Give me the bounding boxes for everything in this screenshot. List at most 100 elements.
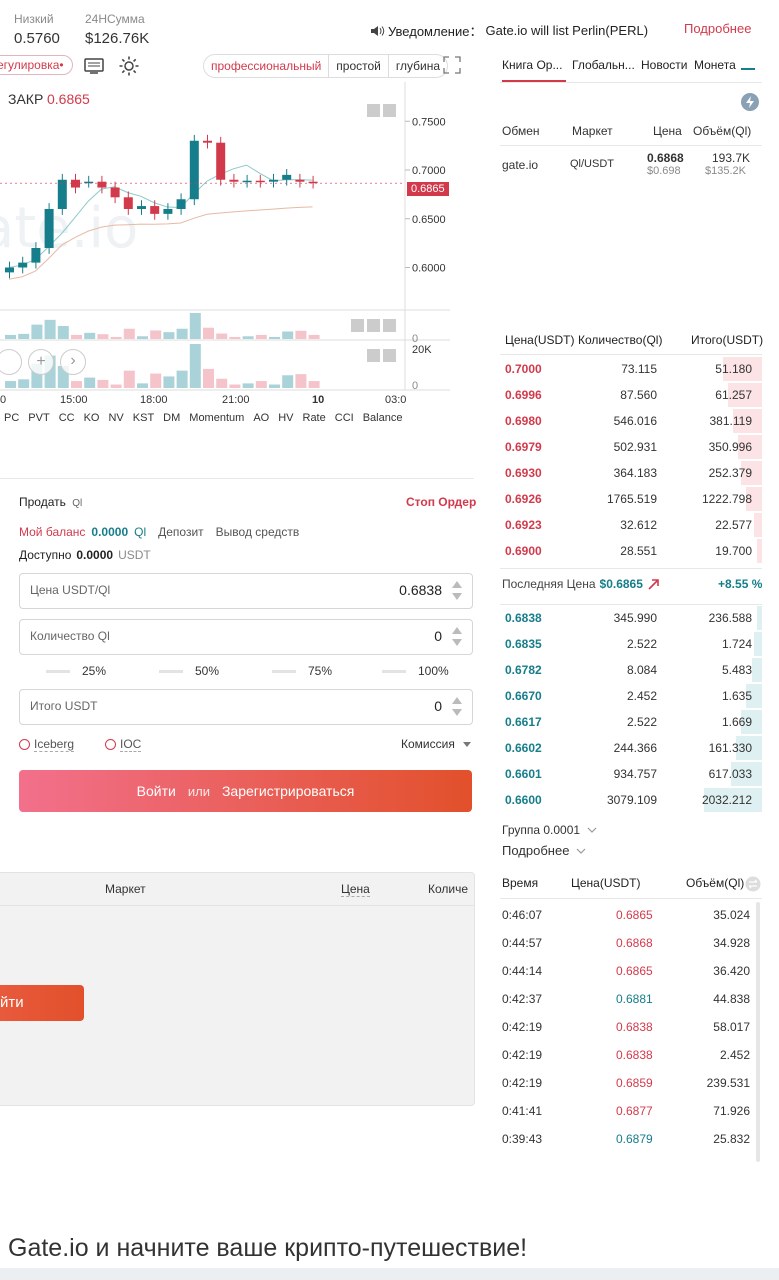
bid-row[interactable]: 0.6601 934.757 617.033 [500,761,762,787]
chevron-down-icon [463,742,472,748]
indicator-hv[interactable]: HV [278,412,294,424]
trade-time: 0:42:19 [502,1076,543,1090]
tab-global[interactable]: Глобальн... [572,58,635,72]
gear-icon[interactable] [118,55,140,77]
panel-close-icon[interactable] [383,319,396,332]
pan-right-icon[interactable]: › [60,349,86,375]
price-stepper-icon[interactable] [452,579,462,603]
x-tick-day10: 10 [312,394,325,406]
volume-bar [176,328,188,339]
panel-close-icon[interactable] [383,349,396,362]
bid-row[interactable]: 0.6782 8.084 5.483 [500,657,762,683]
tab-more-indicator[interactable] [741,68,755,70]
quantity-input-value[interactable]: 0 [434,628,442,644]
ask-row[interactable]: 0.6980 546.016 381.119 [500,408,762,434]
view-mode-simple[interactable]: простой [329,55,389,77]
orderbook-more-link[interactable]: Подробнее [502,843,587,858]
ask-qty: 1765.519 [606,492,657,506]
indicator-ko[interactable]: KO [83,412,100,424]
ask-row[interactable]: 0.6930 364.183 252.379 [500,460,762,486]
bid-row[interactable]: 0.6835 2.522 1.724 [500,631,762,657]
view-mode-pro[interactable]: профессиональный [204,55,330,77]
quantity-stepper-icon[interactable] [452,625,462,649]
indicator-pvt[interactable]: PVT [28,412,50,424]
fullscreen-icon[interactable] [442,55,462,75]
ask-row[interactable]: 0.6900 28.551 19.700 [500,538,762,564]
ask-row[interactable]: 0.6996 87.560 61.257 [500,382,762,408]
percent-75[interactable]: 75% [272,664,332,678]
indicator-cc[interactable]: CC [58,412,75,424]
indicator-cci[interactable]: CCI [334,412,354,424]
quantity-input[interactable]: Количество Ql 0 [19,619,473,655]
orders-login-button[interactable]: йти [0,985,84,1021]
ask-row[interactable]: 0.6923 32.612 22.577 [500,512,762,538]
login-link[interactable]: Войти [136,783,176,799]
stop-order-link[interactable]: Стоп Ордер [406,495,477,509]
total-stepper-icon[interactable] [452,695,462,719]
panel-up-icon[interactable] [351,319,364,332]
tab-news[interactable]: Новости [641,58,688,72]
ask-row[interactable]: 0.7000 73.115 51.180 [500,356,762,382]
bid-row[interactable]: 0.6617 2.522 1.669 [500,709,762,735]
trade-time: 0:44:14 [502,964,543,978]
notice-text[interactable]: Gate.io will list Perlin(PERL) [485,23,649,38]
lightning-icon[interactable] [741,93,759,111]
trade-price: 0.6859 [616,1076,653,1090]
percent-75-label: 75% [308,664,333,678]
group-dropdown[interactable]: Группа 0.0001 [502,823,598,837]
view-mode-depth[interactable]: глубина [395,59,441,73]
indicator-bar [150,373,162,388]
price-input-value[interactable]: 0.6838 [399,582,442,598]
markets-row-exchange[interactable]: gate.io [502,158,539,172]
panel-down-icon[interactable] [367,319,380,332]
indicator-nv[interactable]: NV [108,412,124,424]
bid-row[interactable]: 0.6600 3079.109 2032.212 [500,787,762,813]
panel-up-icon[interactable] [367,349,380,362]
total-input[interactable]: Итого USDT 0 [19,689,473,725]
percent-25[interactable]: 25% [46,664,106,678]
register-link[interactable]: Зарегистрироваться [221,783,355,799]
indicator-dm[interactable]: DM [163,412,181,424]
trades-scrollbar[interactable] [756,902,760,1162]
login-register-button[interactable]: Войти или Зарегистрироваться [19,770,472,812]
bid-row[interactable]: 0.6670 2.452 1.635 [500,683,762,709]
iceberg-option[interactable]: Iceberg [19,737,75,752]
ask-row[interactable]: 0.6979 502.931 350.996 [500,434,762,460]
percent-50[interactable]: 50% [159,664,219,678]
zoom-reset-icon[interactable] [0,349,22,375]
commission-label: Комиссия [401,737,455,751]
tab-orderbook[interactable]: Книга Ор... [502,58,563,72]
available-value: 0.0000 [76,548,114,562]
indicator-kst[interactable]: KST [132,412,155,424]
trade-time: 0:46:07 [502,908,543,922]
percent-100[interactable]: 100% [382,664,449,678]
tab-coin[interactable]: Монета [694,58,736,72]
bid-row[interactable]: 0.6838 345.990 236.588 [500,605,762,631]
panel-close-icon[interactable] [383,104,396,117]
price-input[interactable]: Цена USDT/Ql 0.6838 [19,573,473,609]
ioc-option[interactable]: IOC [105,737,142,752]
deposit-link[interactable]: Депозит [158,525,204,539]
y-tick-label: 0.6500 [412,214,446,226]
iceberg-radio[interactable] [19,739,30,751]
panel-down-icon[interactable] [367,104,380,117]
indicator-momentum[interactable]: Momentum [189,412,245,424]
regulation-chip[interactable]: егулировка• [0,55,73,75]
bid-row[interactable]: 0.6602 244.366 161.330 [500,735,762,761]
zoom-in-icon[interactable]: + [28,349,54,375]
total-input-value[interactable]: 0 [434,698,442,714]
notice-more-link[interactable]: Подробнее [684,21,752,36]
swap-icon[interactable] [745,876,761,892]
candle-body [71,179,80,188]
ioc-radio[interactable] [105,739,116,751]
indicator-rate[interactable]: Rate [302,412,326,424]
commission-dropdown[interactable]: Комиссия [401,737,472,751]
withdraw-link[interactable]: Вывод средств [215,525,300,539]
ask-row[interactable]: 0.6926 1765.519 1222.798 [500,486,762,512]
indicator-ao[interactable]: AO [253,412,270,424]
indicator-balance[interactable]: Balance [362,412,403,424]
price-chart[interactable]: ЗАКР 0.6865 ate.io 0.7500 0.7000 0.6500 0.6… [0,82,450,422]
indicator-list: PC PVT CC KO NV KST DM Momentum AO HV Ra… [4,412,402,424]
chart-settings-icon[interactable] [84,57,104,75]
indicator-pc[interactable]: PC [4,412,20,424]
